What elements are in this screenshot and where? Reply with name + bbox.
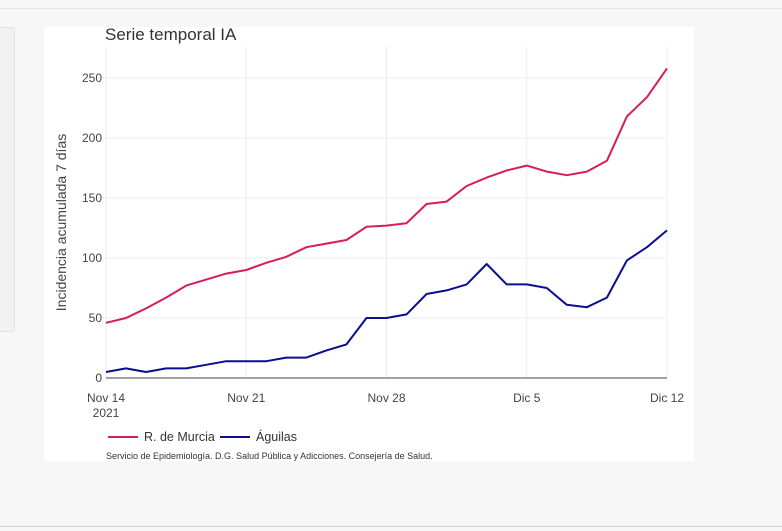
x-tick-label: Nov 14 — [87, 391, 125, 405]
x-tick-label: Dic 5 — [513, 391, 541, 405]
chart-card: Serie temporal IA Incidencia acumulada 7… — [44, 27, 694, 461]
y-axis-ticks: 0 50 100 150 200 250 — [82, 71, 102, 385]
y-tick-label: 200 — [82, 131, 102, 145]
source-note: Servicio de Epidemiología. D.G. Salud Pú… — [106, 451, 433, 461]
x-tick-label: Dic 12 — [650, 391, 684, 405]
y-tick-label: 150 — [82, 191, 102, 205]
legend-item-label[interactable]: R. de Murcia — [144, 430, 215, 444]
series-line-murcia[interactable] — [105, 67, 668, 324]
gridlines — [105, 47, 668, 378]
x-tick-label: Nov 28 — [367, 391, 405, 405]
series-line-aguilas[interactable] — [105, 229, 668, 373]
series-lines — [105, 67, 668, 373]
y-axis-label: Incidencia acumulada 7 días — [53, 134, 69, 311]
x-tick-year: 2021 — [93, 406, 120, 420]
bottom-divider — [0, 526, 782, 527]
y-tick-label: 100 — [82, 251, 102, 265]
chart-title: Serie temporal IA — [105, 27, 237, 44]
legend[interactable]: R. de Murcia Águilas — [108, 429, 297, 444]
x-axis-ticks: Nov 14 Nov 21 Nov 28 Dic 5 Dic 12 2021 — [87, 391, 684, 420]
left-panel — [0, 27, 15, 332]
y-tick-label: 0 — [95, 371, 102, 385]
top-divider — [0, 8, 782, 9]
y-tick-label: 50 — [89, 311, 103, 325]
legend-item-label[interactable]: Águilas — [256, 429, 297, 444]
line-chart: Serie temporal IA Incidencia acumulada 7… — [53, 27, 684, 461]
y-tick-label: 250 — [82, 71, 102, 85]
x-tick-label: Nov 21 — [227, 391, 265, 405]
